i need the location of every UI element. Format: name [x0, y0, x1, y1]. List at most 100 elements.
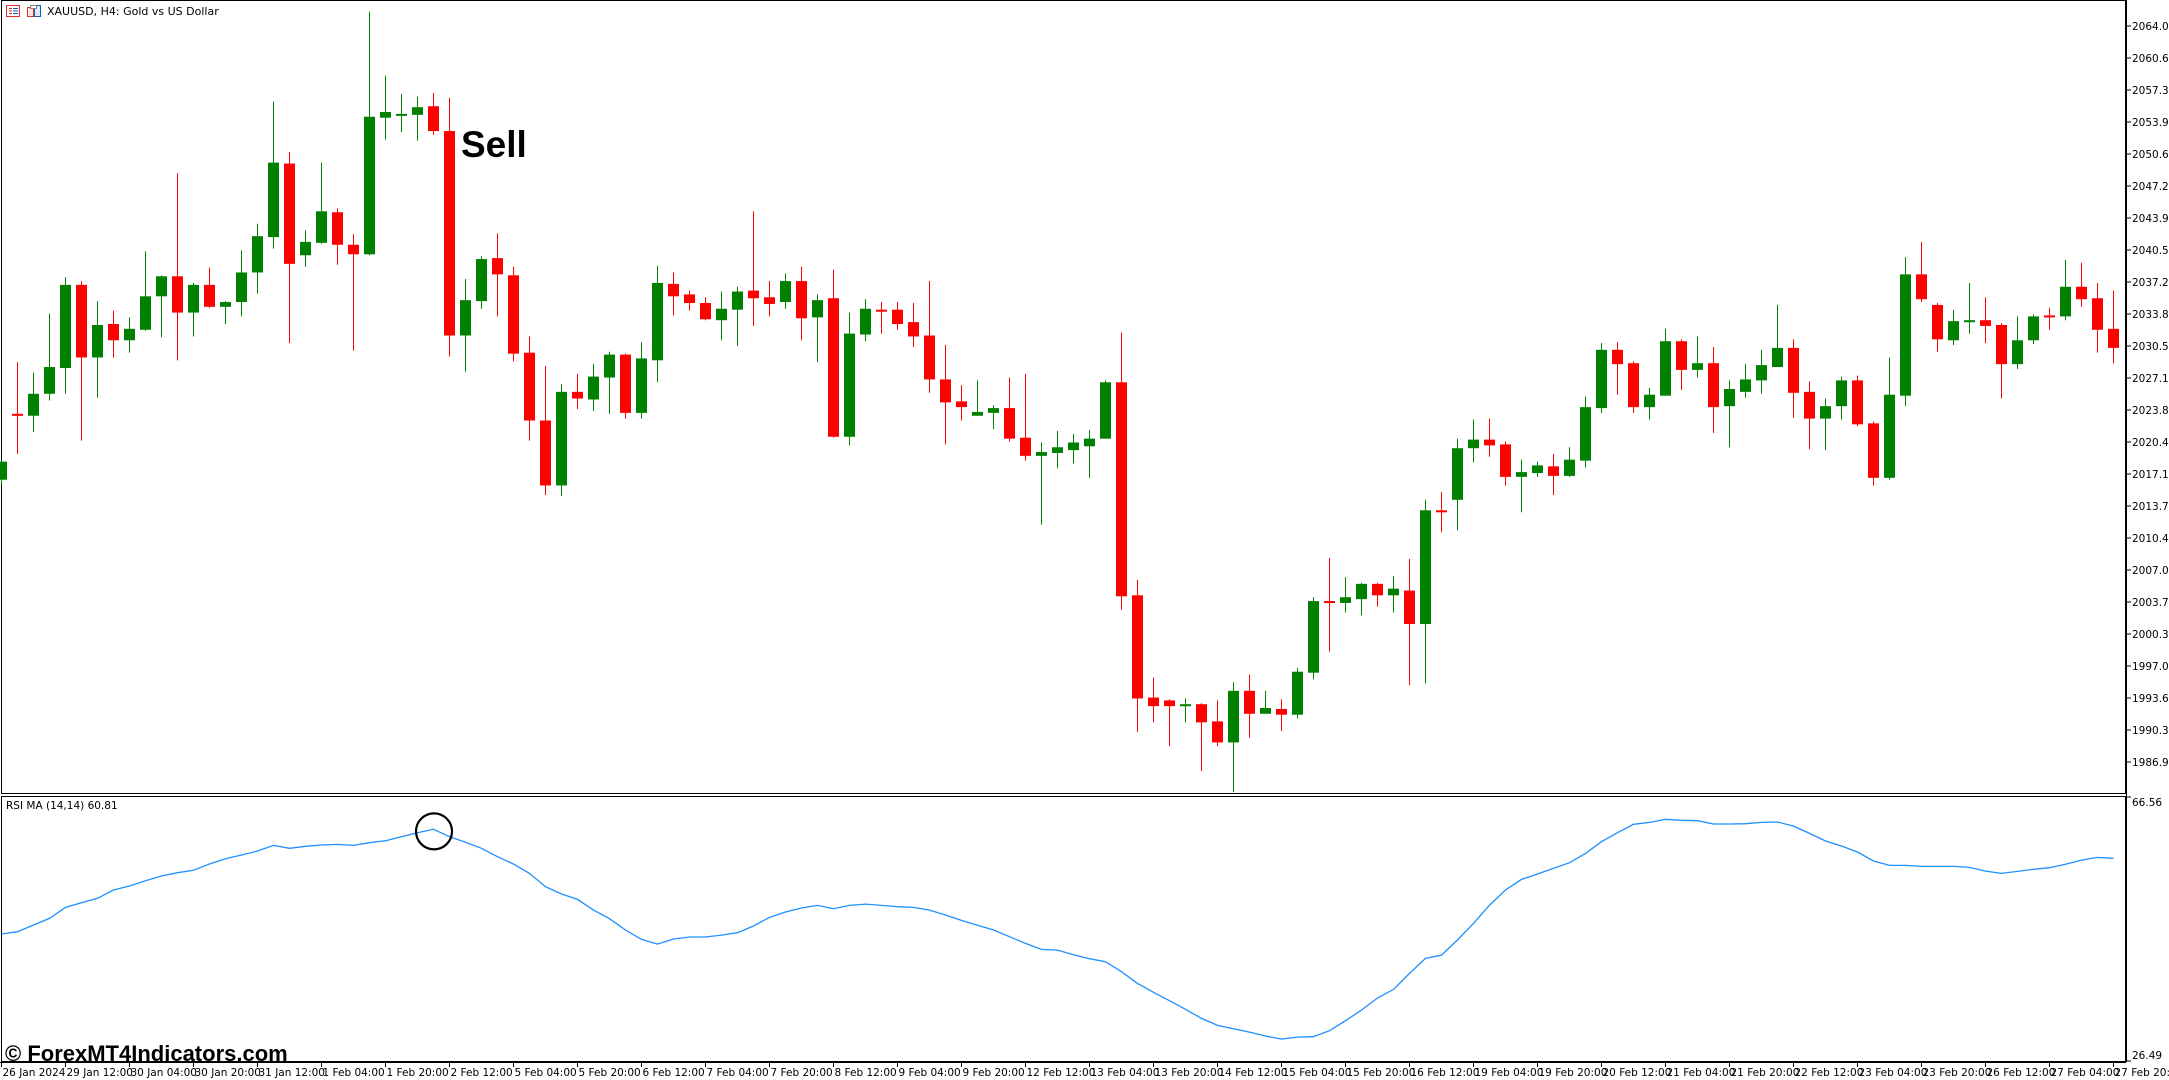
bear-candle	[796, 266, 807, 341]
bear-candle	[108, 310, 119, 358]
candle-body	[156, 276, 167, 297]
candle-body	[908, 322, 919, 337]
time-tick-label: 21 Feb 04:00	[1667, 1067, 1736, 1079]
candle-body	[1660, 341, 1671, 396]
bear-candle	[1276, 699, 1287, 731]
bull-candle	[412, 96, 423, 141]
candle-body	[1452, 448, 1463, 500]
candle-body	[1420, 510, 1431, 624]
bull-candle	[1036, 442, 1047, 525]
bull-candle	[1580, 396, 1591, 468]
time-tick-label: 31 Jan 12:00	[259, 1067, 325, 1079]
candle-body	[1196, 704, 1207, 723]
time-tick-label: 5 Feb 04:00	[515, 1067, 577, 1079]
bear-candle	[204, 267, 215, 308]
bear-candle	[1868, 421, 1879, 486]
candle-body	[2012, 340, 2023, 365]
candle-body	[1532, 465, 1543, 474]
candle-body	[0, 461, 7, 480]
time-tick-label: 7 Feb 04:00	[707, 1067, 769, 1079]
price-tick-label: 2000.35	[2132, 629, 2169, 641]
price-tick-label: 2064.00	[2132, 21, 2169, 33]
bear-candle	[828, 269, 839, 438]
candle-body	[508, 275, 519, 354]
candle-body	[572, 391, 583, 399]
bull-candle	[1756, 349, 1767, 394]
candle-body	[1996, 324, 2007, 365]
time-tick-label: 27 Feb 04:00	[2051, 1067, 2120, 1079]
bull-candle	[380, 75, 391, 140]
bear-candle	[1324, 558, 1335, 652]
bear-candle	[332, 208, 343, 265]
time-tick-label: 15 Feb 04:00	[1283, 1067, 1352, 1079]
candle-body	[876, 309, 887, 312]
bear-candle	[908, 303, 919, 347]
time-tick-label: 14 Feb 12:00	[1219, 1067, 1288, 1079]
candle-body	[1916, 274, 1927, 300]
candle-body	[220, 302, 231, 307]
time-tick-label: 30 Jan 04:00	[131, 1067, 197, 1079]
bear-candle	[508, 266, 519, 362]
price-tick-label: 2033.85	[2132, 309, 2169, 321]
bear-candle	[444, 97, 455, 357]
bear-candle	[684, 290, 695, 311]
candle-body	[780, 281, 791, 303]
candle-body	[1484, 439, 1495, 446]
time-tick-label: 6 Feb 12:00	[643, 1067, 705, 1079]
candle-body	[924, 335, 935, 380]
bull-candle	[1884, 357, 1895, 480]
bear-candle	[1436, 492, 1447, 533]
candle-body	[1852, 380, 1863, 425]
price-tick-label: 2023.80	[2132, 405, 2169, 417]
chart-title: XAUUSD, H4: Gold vs US Dollar	[47, 5, 219, 18]
price-tick-label: 2017.10	[2132, 469, 2169, 481]
bull-candle	[156, 275, 167, 338]
candle-body	[1340, 597, 1351, 603]
bear-candle	[1116, 332, 1127, 610]
price-panel[interactable]	[1, 0, 2126, 794]
candle-body	[204, 284, 215, 307]
bull-candle	[1516, 459, 1527, 513]
candle-body	[828, 298, 839, 437]
bear-candle	[1148, 677, 1159, 723]
bear-candle	[348, 234, 359, 351]
rsi-ma-line	[1, 818, 2114, 1040]
bull-candle	[1596, 343, 1607, 413]
candle-body	[1836, 380, 1847, 407]
bull-candle	[1644, 388, 1655, 420]
time-tick-label: 23 Feb 04:00	[1859, 1067, 1928, 1079]
candle-body	[1356, 583, 1367, 600]
bull-candle	[780, 273, 791, 309]
bear-candle	[748, 211, 759, 326]
rsi-axis: 66.56 26.49	[2126, 796, 2162, 1062]
candle-body	[1468, 439, 1479, 449]
bear-candle	[956, 385, 967, 421]
candle-body	[988, 408, 999, 413]
bear-candle	[428, 92, 439, 135]
bull-candle	[300, 230, 311, 267]
time-tick-label: 12 Feb 12:00	[1027, 1067, 1096, 1079]
candle-body	[348, 244, 359, 255]
price-axis[interactable]: 2064.00 2060.65 2057.30 2053.95 2050.60 2047.…	[2126, 21, 2169, 769]
rsi-panel[interactable]	[1, 796, 2126, 1062]
chart-properties-icon[interactable]	[27, 5, 41, 17]
candle-body	[1612, 349, 1623, 365]
candle-body	[1276, 708, 1287, 715]
candle-body	[540, 420, 551, 486]
candle-body	[2060, 286, 2071, 317]
bull-candle	[812, 294, 823, 363]
candle-body	[1756, 365, 1767, 381]
bear-candle	[1676, 339, 1687, 390]
time-tick-label: 13 Feb 20:00	[1155, 1067, 1224, 1079]
bull-candle	[1532, 461, 1543, 477]
chart-list-icon[interactable]	[6, 5, 20, 17]
price-tick-label: 2003.70	[2132, 597, 2169, 609]
candle-body	[1292, 671, 1303, 715]
price-tick-label: 2060.65	[2132, 53, 2169, 65]
candle-body	[1724, 388, 1735, 407]
time-tick-label: 15 Feb 20:00	[1347, 1067, 1416, 1079]
bull-candle	[1308, 597, 1319, 680]
bull-candle	[2028, 314, 2039, 345]
candle-body	[1884, 394, 1895, 478]
